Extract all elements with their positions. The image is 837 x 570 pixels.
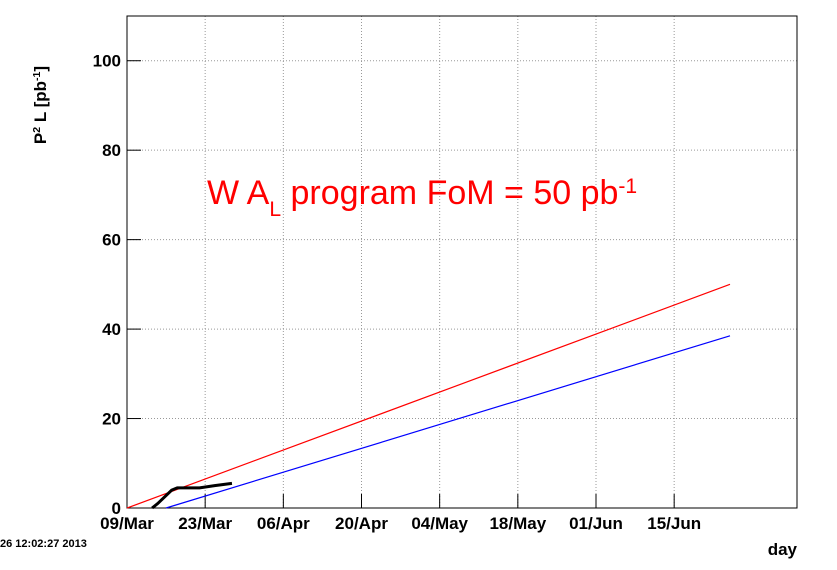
y-tick-label: 80 [102, 141, 121, 160]
x-axis-label: day [768, 540, 798, 559]
x-tick-label: 04/May [411, 514, 468, 533]
x-tick-label: 18/May [489, 514, 546, 533]
text-part: 2 [31, 127, 43, 133]
timestamp: 26 12:02:27 2013 [0, 538, 87, 550]
y-tick-label: 20 [102, 410, 121, 429]
y-tick-label: 60 [102, 231, 121, 250]
x-tick-label: 15/Jun [647, 514, 701, 533]
y-tick-label: 40 [102, 320, 121, 339]
series-line [126, 283, 731, 509]
series-line [151, 481, 233, 510]
x-tick-label: 01/Jun [569, 514, 623, 533]
x-tick-label: 23/Mar [178, 514, 232, 533]
plot-frame [126, 15, 798, 509]
x-tick-label: 20/Apr [335, 514, 388, 533]
x-tick-label: 09/Mar [100, 514, 154, 533]
text-part: -1 [31, 71, 43, 81]
y-tick-label: 0 [112, 499, 121, 518]
series-line [165, 335, 731, 509]
y-axis-label: P2 L [pb-1] [31, 66, 50, 144]
text-part: L [269, 198, 281, 221]
text-part: ] [31, 66, 50, 72]
text-part: P [31, 133, 50, 144]
text-part: W A [207, 174, 270, 212]
text-part: program FoM = 50 pb [281, 174, 618, 212]
y-tick-label: 100 [93, 52, 121, 71]
text-part: -1 [618, 175, 637, 198]
x-tick-label: 06/Apr [257, 514, 310, 533]
annotation: W AL program FoM = 50 pb-1 [207, 174, 637, 221]
text-part: L [pb [31, 81, 50, 127]
